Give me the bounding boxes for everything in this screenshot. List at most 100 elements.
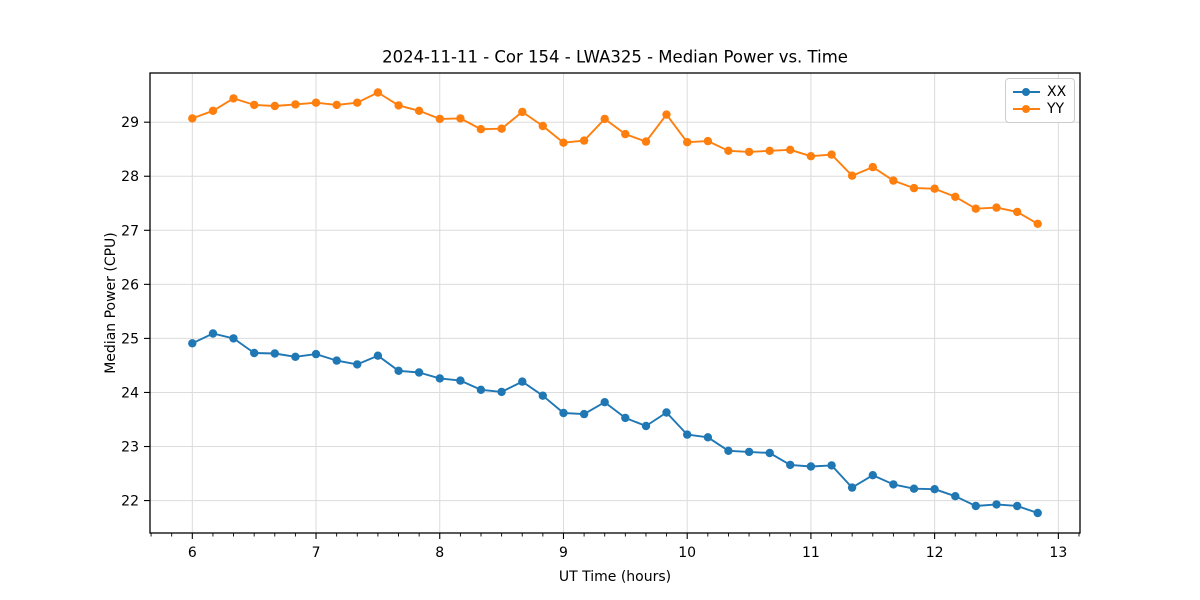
data-point-yy	[930, 184, 939, 193]
data-point-yy	[992, 203, 1001, 212]
data-point-yy	[806, 152, 816, 161]
y-tick-label: 22	[121, 494, 139, 510]
data-point-xx	[311, 349, 321, 359]
data-point-yy	[621, 129, 630, 139]
data-point-xx	[518, 377, 527, 386]
data-point-xx	[765, 448, 774, 458]
data-point-xx	[414, 368, 424, 377]
data-point-yy	[889, 176, 898, 185]
legend-label-yy: YY	[1047, 101, 1065, 118]
data-point-xx	[188, 339, 197, 348]
data-point-yy	[971, 204, 980, 213]
plot-border	[149, 72, 1081, 534]
data-point-xx	[827, 461, 836, 470]
data-point-xx	[435, 374, 444, 383]
data-point-xx	[744, 447, 754, 457]
y-tick-label: 29	[121, 115, 139, 131]
data-point-yy	[951, 192, 960, 201]
data-point-yy	[229, 94, 238, 103]
data-point-yy	[518, 107, 527, 117]
data-point-xx	[971, 501, 980, 511]
legend-label-xx: XX	[1047, 83, 1067, 100]
x-tick-label: 10	[678, 545, 696, 561]
data-point-xx	[208, 329, 218, 338]
data-point-xx	[373, 351, 383, 360]
data-point-xx	[538, 391, 547, 400]
data-point-xx	[600, 398, 609, 407]
data-point-xx	[332, 356, 341, 365]
x-tick-label: 6	[188, 545, 197, 561]
data-point-xx	[250, 348, 259, 358]
data-point-xx	[662, 408, 671, 417]
y-tick-label: 23	[121, 440, 139, 456]
data-point-xx	[476, 385, 486, 394]
data-point-xx	[621, 413, 630, 423]
data-point-yy	[683, 138, 692, 147]
data-point-xx	[579, 409, 589, 419]
data-point-xx	[270, 349, 279, 358]
data-point-yy	[827, 150, 836, 159]
data-point-yy	[847, 171, 857, 180]
data-point-yy	[744, 147, 754, 157]
data-point-xx	[806, 462, 816, 471]
data-point-yy	[662, 110, 671, 119]
data-point-yy	[786, 145, 795, 154]
data-point-yy	[394, 101, 403, 110]
y-axis-label: Median Power (CPU)	[103, 232, 119, 374]
legend: XX YY	[1005, 78, 1075, 123]
y-tick-label: 27	[121, 223, 139, 239]
data-point-yy	[641, 137, 651, 146]
data-point-yy	[579, 136, 589, 145]
data-point-xx	[909, 484, 919, 493]
data-point-yy	[765, 146, 774, 155]
data-point-yy	[724, 146, 733, 155]
data-point-xx	[847, 483, 857, 492]
data-point-yy	[250, 100, 259, 110]
x-tick-label: 9	[559, 545, 568, 561]
x-tick-label: 8	[435, 545, 444, 561]
data-point-xx	[497, 387, 506, 397]
data-point-xx	[291, 352, 300, 361]
data-point-xx	[1033, 508, 1042, 518]
data-point-yy	[600, 114, 609, 124]
data-point-yy	[435, 114, 444, 124]
x-tick-label: 13	[1049, 545, 1067, 561]
legend-entry-xx: XX	[1013, 85, 1067, 99]
chart-title: 2024-11-11 - Cor 154 - LWA325 - Median P…	[382, 47, 848, 67]
data-point-xx	[951, 492, 960, 501]
data-point-yy	[373, 88, 383, 97]
data-point-yy	[353, 98, 362, 107]
legend-line-marker-icon	[1013, 87, 1040, 97]
data-point-yy	[311, 98, 321, 107]
data-point-yy	[1033, 219, 1042, 228]
data-point-xx	[868, 471, 877, 480]
y-tick-label: 25	[121, 331, 139, 347]
y-tick-label: 26	[121, 277, 139, 293]
series-line-yy	[191, 91, 1039, 225]
x-tick-label: 11	[802, 545, 820, 561]
data-point-yy	[559, 138, 568, 147]
data-point-yy	[1013, 207, 1022, 217]
data-point-yy	[497, 124, 506, 133]
data-point-xx	[683, 430, 692, 439]
data-point-xx	[724, 446, 733, 455]
x-tick-label: 7	[312, 545, 321, 561]
data-point-yy	[188, 114, 197, 123]
data-point-xx	[703, 433, 713, 442]
data-point-xx	[229, 334, 238, 343]
y-tick-label: 28	[121, 169, 139, 185]
data-point-yy	[909, 183, 919, 193]
data-point-yy	[538, 121, 547, 131]
y-tick-label: 24	[121, 385, 139, 401]
data-point-yy	[456, 114, 465, 123]
data-point-yy	[414, 106, 424, 116]
data-point-xx	[456, 376, 465, 385]
legend-line-marker-icon	[1013, 104, 1040, 114]
data-point-xx	[992, 500, 1001, 509]
legend-entry-yy: YY	[1013, 102, 1067, 116]
data-point-xx	[786, 460, 795, 470]
data-point-yy	[291, 100, 300, 109]
data-point-xx	[641, 421, 651, 431]
data-point-yy	[208, 106, 218, 116]
